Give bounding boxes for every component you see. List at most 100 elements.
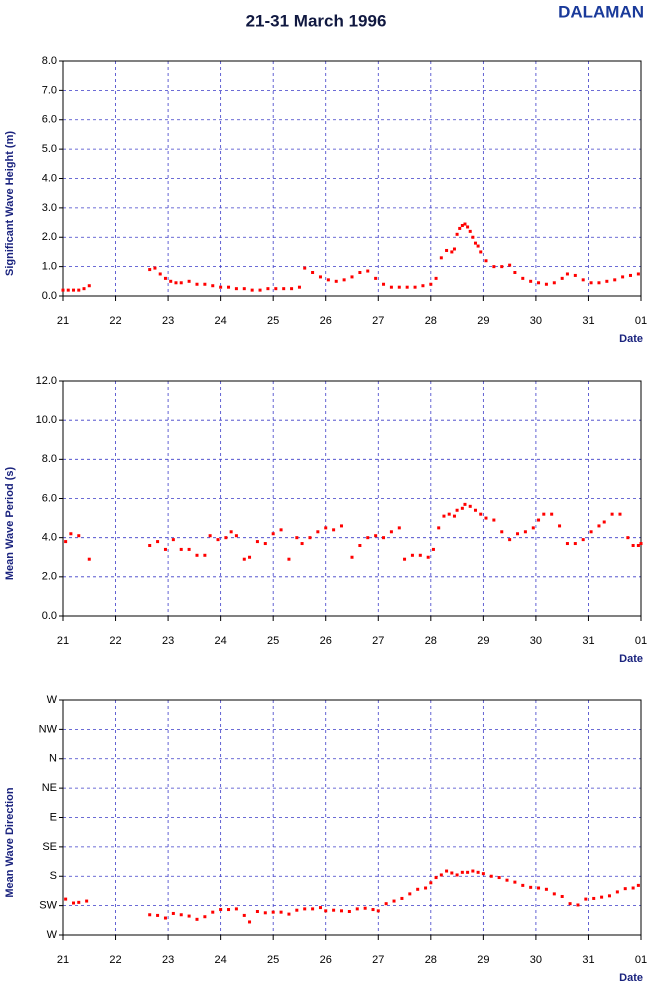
x-tick-label: 25 bbox=[267, 315, 279, 327]
data-point bbox=[311, 907, 315, 911]
data-point bbox=[452, 247, 456, 251]
data-point bbox=[560, 894, 564, 898]
y-tick-label: SW bbox=[39, 900, 57, 912]
y-tick-label: S bbox=[50, 870, 57, 882]
data-point bbox=[219, 908, 223, 912]
data-point bbox=[334, 279, 338, 283]
data-point bbox=[552, 892, 556, 896]
y-tick-label: W bbox=[47, 929, 58, 941]
data-point bbox=[476, 244, 480, 248]
x-tick-label: 30 bbox=[530, 954, 542, 966]
data-point bbox=[552, 281, 556, 285]
data-point bbox=[476, 870, 480, 874]
data-point bbox=[234, 534, 238, 538]
data-point bbox=[163, 547, 167, 551]
data-point bbox=[219, 285, 223, 289]
data-point bbox=[489, 874, 493, 878]
data-point bbox=[424, 886, 428, 890]
data-point bbox=[234, 907, 238, 911]
data-point bbox=[600, 895, 604, 899]
data-point bbox=[631, 886, 635, 890]
data-point bbox=[339, 909, 343, 913]
data-point bbox=[408, 892, 412, 896]
data-point bbox=[584, 897, 588, 901]
data-point bbox=[403, 557, 407, 561]
x-tick-label: 25 bbox=[267, 635, 279, 647]
data-point bbox=[416, 887, 420, 891]
data-point bbox=[203, 282, 207, 286]
y-axis-label: Significant Wave Height (m) bbox=[4, 131, 16, 276]
x-tick-label: 27 bbox=[372, 635, 384, 647]
x-tick-label: 27 bbox=[372, 315, 384, 327]
data-point bbox=[429, 282, 433, 286]
data-point bbox=[342, 278, 346, 282]
data-point bbox=[248, 555, 252, 559]
data-point bbox=[295, 536, 299, 540]
data-point bbox=[87, 557, 91, 561]
data-point bbox=[211, 284, 215, 288]
data-point bbox=[410, 553, 414, 557]
y-axis-label: Mean Wave Direction bbox=[4, 787, 16, 898]
data-point bbox=[479, 512, 483, 516]
data-point bbox=[363, 906, 367, 910]
x-tick-label: 23 bbox=[162, 315, 174, 327]
data-point bbox=[437, 526, 441, 530]
data-point bbox=[426, 555, 430, 559]
x-tick-label: 29 bbox=[477, 635, 489, 647]
data-point bbox=[382, 536, 386, 540]
y-tick-label: 0.0 bbox=[42, 290, 57, 302]
x-tick-label: 24 bbox=[215, 315, 227, 327]
data-point bbox=[492, 518, 496, 522]
data-point bbox=[455, 232, 459, 236]
data-point bbox=[287, 557, 291, 561]
data-point bbox=[537, 281, 541, 285]
data-point bbox=[187, 547, 191, 551]
data-point bbox=[148, 268, 152, 272]
data-point bbox=[455, 508, 459, 512]
data-point bbox=[255, 540, 259, 544]
data-point bbox=[61, 288, 65, 292]
y-tick-label: 2.0 bbox=[42, 231, 57, 243]
data-point bbox=[592, 896, 596, 900]
plot-frame bbox=[62, 699, 642, 936]
data-point bbox=[450, 250, 454, 254]
data-point bbox=[318, 906, 322, 910]
data-point bbox=[445, 248, 449, 252]
data-point bbox=[576, 903, 580, 907]
data-point bbox=[227, 285, 231, 289]
x-axis-label: Date bbox=[619, 653, 643, 665]
data-point bbox=[445, 869, 449, 873]
data-point bbox=[290, 287, 294, 291]
data-point bbox=[66, 288, 70, 292]
y-tick-label: 4.0 bbox=[42, 172, 57, 184]
data-point bbox=[350, 555, 354, 559]
data-point bbox=[484, 259, 488, 263]
data-point bbox=[148, 913, 152, 917]
data-point bbox=[610, 512, 614, 516]
data-point bbox=[179, 281, 183, 285]
data-point bbox=[303, 266, 307, 270]
data-point bbox=[358, 271, 362, 274]
data-point bbox=[389, 530, 393, 534]
data-point bbox=[613, 278, 617, 282]
x-tick-label: 23 bbox=[162, 954, 174, 966]
data-point bbox=[628, 273, 632, 277]
data-point bbox=[216, 538, 220, 542]
data-point bbox=[434, 276, 438, 280]
data-point bbox=[72, 288, 76, 292]
x-tick-label: 31 bbox=[582, 635, 594, 647]
data-point bbox=[195, 553, 199, 557]
data-point bbox=[452, 514, 456, 518]
y-axis-label: Mean Wave Period (s) bbox=[4, 467, 16, 581]
data-point bbox=[455, 873, 459, 877]
data-point bbox=[466, 870, 470, 874]
y-tick-label: 12.0 bbox=[36, 375, 57, 387]
data-point bbox=[64, 897, 68, 901]
data-point bbox=[481, 872, 485, 876]
data-point bbox=[458, 226, 462, 230]
data-point bbox=[466, 225, 470, 229]
data-point bbox=[158, 272, 162, 276]
data-point bbox=[371, 908, 375, 912]
